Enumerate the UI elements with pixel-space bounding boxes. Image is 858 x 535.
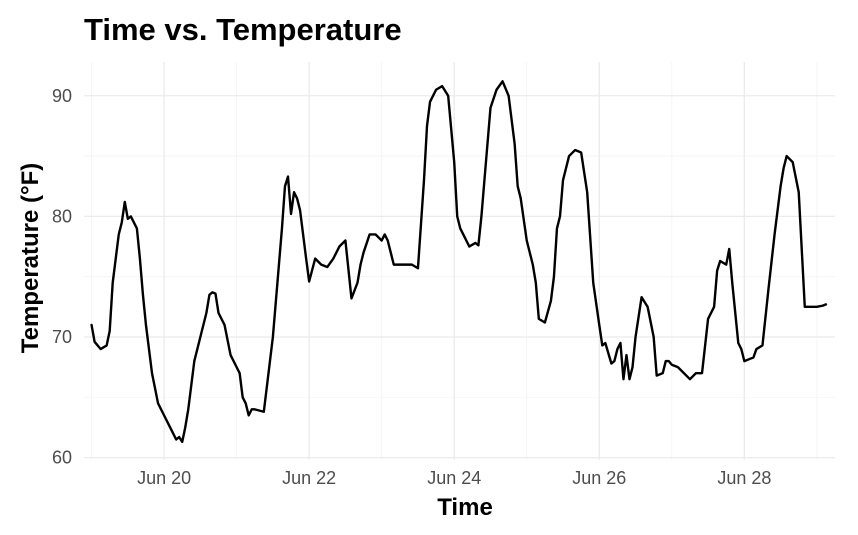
y-axis-title: Temperature (°F) <box>17 163 44 354</box>
y-tick-label: 90 <box>52 86 72 106</box>
plot-panel <box>84 62 835 460</box>
x-minor-gridlines <box>91 62 818 460</box>
y-tick-label: 70 <box>52 327 72 347</box>
y-minor-gridlines <box>84 155 835 398</box>
y-tick-label: 60 <box>52 448 72 468</box>
x-tick-label: Jun 20 <box>137 468 191 488</box>
x-major-gridlines <box>163 62 745 460</box>
y-axis-tick-labels: 60 70 80 90 <box>52 86 72 468</box>
temperature-series-line <box>90 80 828 444</box>
x-tick-label: Jun 24 <box>427 468 481 488</box>
x-tick-label: Jun 26 <box>572 468 626 488</box>
x-axis-tick-labels: Jun 20 Jun 22 Jun 24 Jun 26 Jun 28 <box>137 468 771 488</box>
x-tick-label: Jun 28 <box>717 468 771 488</box>
chart-title: Time vs. Temperature <box>84 12 402 47</box>
y-tick-label: 80 <box>52 206 72 226</box>
y-major-gridlines <box>84 95 835 459</box>
x-tick-label: Jun 22 <box>282 468 336 488</box>
x-axis-title: Time <box>437 494 493 521</box>
